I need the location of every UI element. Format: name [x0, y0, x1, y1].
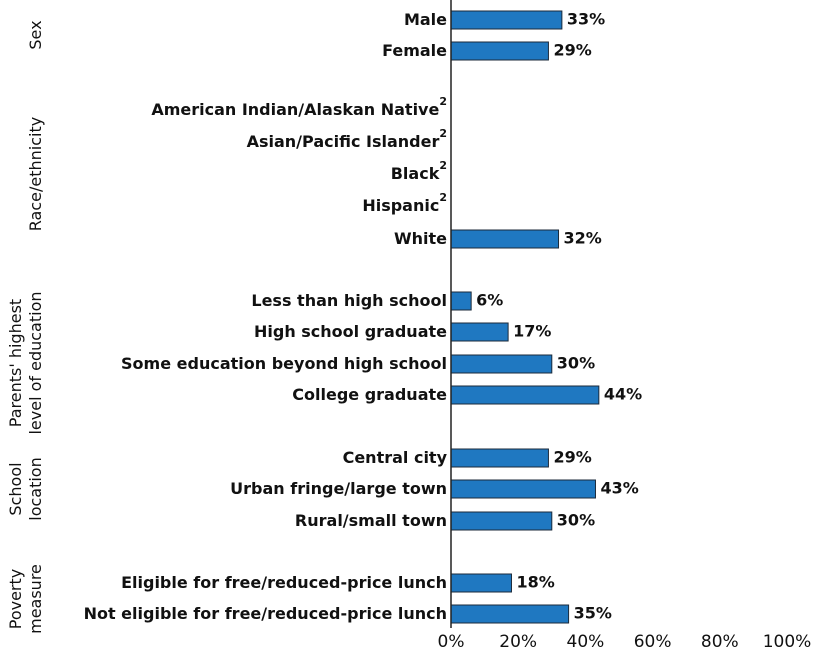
category-label: College graduate	[292, 385, 447, 404]
group-label: measure	[26, 564, 45, 634]
value-label: 29%	[553, 448, 591, 467]
category-label-text: Asian/Pacific Islander	[247, 132, 440, 151]
category-label: Urban fringe/large town	[230, 479, 447, 498]
bar	[450, 511, 553, 531]
x-tick-label: 0%	[438, 632, 465, 652]
category-label-text: Urban fringe/large town	[230, 479, 447, 498]
bar	[450, 322, 509, 342]
group-label: Poverty	[6, 569, 25, 630]
value-label: 35%	[574, 604, 612, 623]
value-label: 29%	[553, 41, 591, 60]
bar	[450, 385, 600, 405]
category-label: Central city	[343, 448, 448, 467]
group-label: Race/ethnicity	[26, 117, 45, 231]
category-label-text: Less than high school	[251, 291, 447, 310]
category-label-text: Some education beyond high school	[121, 354, 447, 373]
footnote-marker: 2	[439, 95, 447, 108]
value-labels: 33% 29% 32% 6% 17% 30% 44% 29% 43% 30% 18% 35%	[476, 10, 642, 623]
footnote-marker: 2	[439, 159, 447, 172]
category-label: White	[394, 229, 447, 248]
category-label: Male	[404, 10, 447, 29]
category-label-text: Eligible for free/reduced-price lunch	[121, 573, 447, 592]
footnote-marker: 2	[439, 127, 447, 140]
category-label: Rural/small town	[295, 511, 447, 530]
group-label: School	[6, 462, 25, 515]
category-label-text: Central city	[343, 448, 448, 467]
group-label: Sex	[26, 20, 45, 49]
category-label: Black2	[391, 159, 447, 183]
value-label: 17%	[513, 322, 551, 341]
category-label: Asian/Pacific Islander2	[247, 127, 447, 151]
group-label: location	[26, 457, 45, 520]
x-tick-label: 20%	[499, 632, 537, 652]
x-tick-label: 60%	[634, 632, 672, 652]
value-label: 30%	[557, 511, 595, 530]
bar	[450, 448, 549, 468]
category-label-text: Black	[391, 164, 440, 183]
x-tick-label: 100%	[763, 632, 812, 652]
category-label: American Indian/Alaskan Native2	[151, 95, 447, 119]
category-label: Not eligible for free/reduced-price lunc…	[84, 604, 447, 623]
value-label: 30%	[557, 354, 595, 373]
x-tick-label: 40%	[567, 632, 605, 652]
category-label: Less than high school	[251, 291, 447, 310]
value-label: 18%	[516, 573, 554, 592]
category-label-text: Not eligible for free/reduced-price lunc…	[84, 604, 447, 623]
value-label: 32%	[564, 229, 602, 248]
category-labels: Male Female American Indian/Alaskan Native…	[84, 10, 448, 623]
category-label: Hispanic2	[362, 191, 447, 215]
bar	[450, 291, 472, 311]
group-labels: Sex Race/ethnicity Parents' highest level o…	[6, 20, 45, 633]
value-label: 6%	[476, 291, 503, 310]
category-label-text: College graduate	[292, 385, 447, 404]
category-label-text: Rural/small town	[295, 511, 447, 530]
group-label: Parents' highest	[6, 299, 25, 427]
category-label-text: Hispanic	[362, 196, 439, 215]
footnote-marker: 2	[439, 191, 447, 204]
bar	[450, 573, 512, 593]
category-label-text: High school graduate	[254, 322, 447, 341]
category-label-text: Female	[382, 41, 447, 60]
category-label: Some education beyond high school	[121, 354, 447, 373]
bar	[450, 10, 563, 30]
x-tick-label: 80%	[701, 632, 739, 652]
value-label: 44%	[604, 385, 642, 404]
bar	[450, 229, 560, 249]
category-label: High school graduate	[254, 322, 447, 341]
bar	[450, 604, 570, 624]
bar	[450, 41, 549, 61]
category-label: Eligible for free/reduced-price lunch	[121, 573, 447, 592]
category-label-text: White	[394, 229, 447, 248]
category-label-text: American Indian/Alaskan Native	[151, 100, 439, 119]
bar	[450, 479, 596, 499]
value-label: 33%	[567, 10, 605, 29]
category-label-text: Male	[404, 10, 447, 29]
x-axis-ticks: 0% 20% 40% 60% 80% 100%	[438, 632, 812, 652]
group-label: level of education	[26, 291, 45, 434]
bars-layer	[450, 10, 600, 624]
bar	[450, 354, 553, 374]
value-label: 43%	[600, 479, 638, 498]
category-label: Female	[382, 41, 447, 60]
